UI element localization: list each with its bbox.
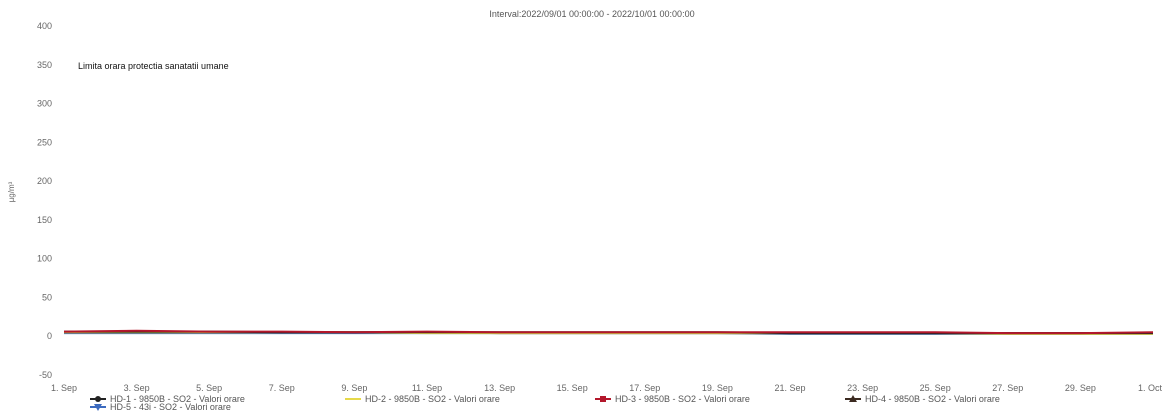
x-tick-label: 13. Sep	[484, 383, 515, 393]
y-tick-label: 300	[37, 99, 52, 109]
y-tick-label: 200	[37, 176, 52, 186]
legend-label: HD-2 - 9850B - SO2 - Valori orare	[365, 394, 500, 404]
legend-label: HD-5 - 43i - SO2 - Valori orare	[110, 402, 231, 412]
legend-item[interactable]: HD-3 - 9850B - SO2 - Valori orare	[595, 394, 750, 404]
y-tick-label: 150	[37, 215, 52, 225]
legend-label: HD-4 - 9850B - SO2 - Valori orare	[865, 394, 1000, 404]
x-tick-label: 23. Sep	[847, 383, 878, 393]
x-tick-label: 19. Sep	[702, 383, 733, 393]
x-tick-label: 25. Sep	[920, 383, 951, 393]
x-axis-ticks: 1. Sep 3. Sep 5. Sep 7. Sep 9. Sep 11. Sep 13.…	[51, 383, 1163, 393]
legend-item[interactable]: HD-4 - 9850B - SO2 - Valori orare	[845, 394, 1000, 404]
x-tick-label: 7. Sep	[269, 383, 295, 393]
y-axis-label: µg/m³	[7, 181, 16, 202]
legend-label: HD-1 - 9850B - SO2 - Valori orare	[110, 394, 245, 404]
y-tick-label: 250	[37, 137, 52, 147]
y-axis-ticks: -50 0 50 100 150 200 250 300 350 400	[37, 21, 52, 380]
y-tick-label: 0	[47, 331, 52, 341]
x-tick-label: 21. Sep	[774, 383, 805, 393]
legend-marker-triangle-up	[849, 395, 857, 402]
legend-marker-triangle-down	[94, 404, 102, 411]
y-tick-label: 400	[37, 21, 52, 31]
chart-title: Interval:2022/09/01 00:00:00 - 2022/10/0…	[489, 9, 694, 19]
y-tick-label: -50	[39, 370, 52, 380]
limit-annotation: Limita orara protectia sanatatii umane	[78, 61, 229, 71]
legend[interactable]: HD-1 - 9850B - SO2 - Valori orare HD-2 - …	[90, 394, 1000, 412]
x-tick-label: 17. Sep	[629, 383, 660, 393]
x-tick-label: 29. Sep	[1065, 383, 1096, 393]
y-tick-label: 100	[37, 254, 52, 264]
x-tick-label: 15. Sep	[557, 383, 588, 393]
legend-label: HD-3 - 9850B - SO2 - Valori orare	[615, 394, 750, 404]
x-tick-label: 9. Sep	[341, 383, 367, 393]
legend-marker-square	[600, 396, 606, 402]
data-series	[63, 329, 1154, 335]
x-tick-label: 3. Sep	[124, 383, 150, 393]
x-tick-label: 27. Sep	[992, 383, 1023, 393]
x-tick-label: 11. Sep	[412, 383, 442, 393]
x-tick-label: 5. Sep	[196, 383, 222, 393]
y-tick-label: 50	[42, 292, 52, 302]
legend-item[interactable]: HD-2 - 9850B - SO2 - Valori orare	[345, 394, 500, 404]
x-tick-label: 1. Sep	[51, 383, 77, 393]
legend-item[interactable]: HD-5 - 43i - SO2 - Valori orare	[90, 402, 231, 412]
legend-marker-circle	[95, 396, 101, 402]
y-tick-label: 350	[37, 60, 52, 70]
series-line	[63, 329, 1154, 335]
x-tick-label: 1. Oct	[1138, 383, 1163, 393]
legend-item[interactable]: HD-1 - 9850B - SO2 - Valori orare	[90, 394, 245, 404]
